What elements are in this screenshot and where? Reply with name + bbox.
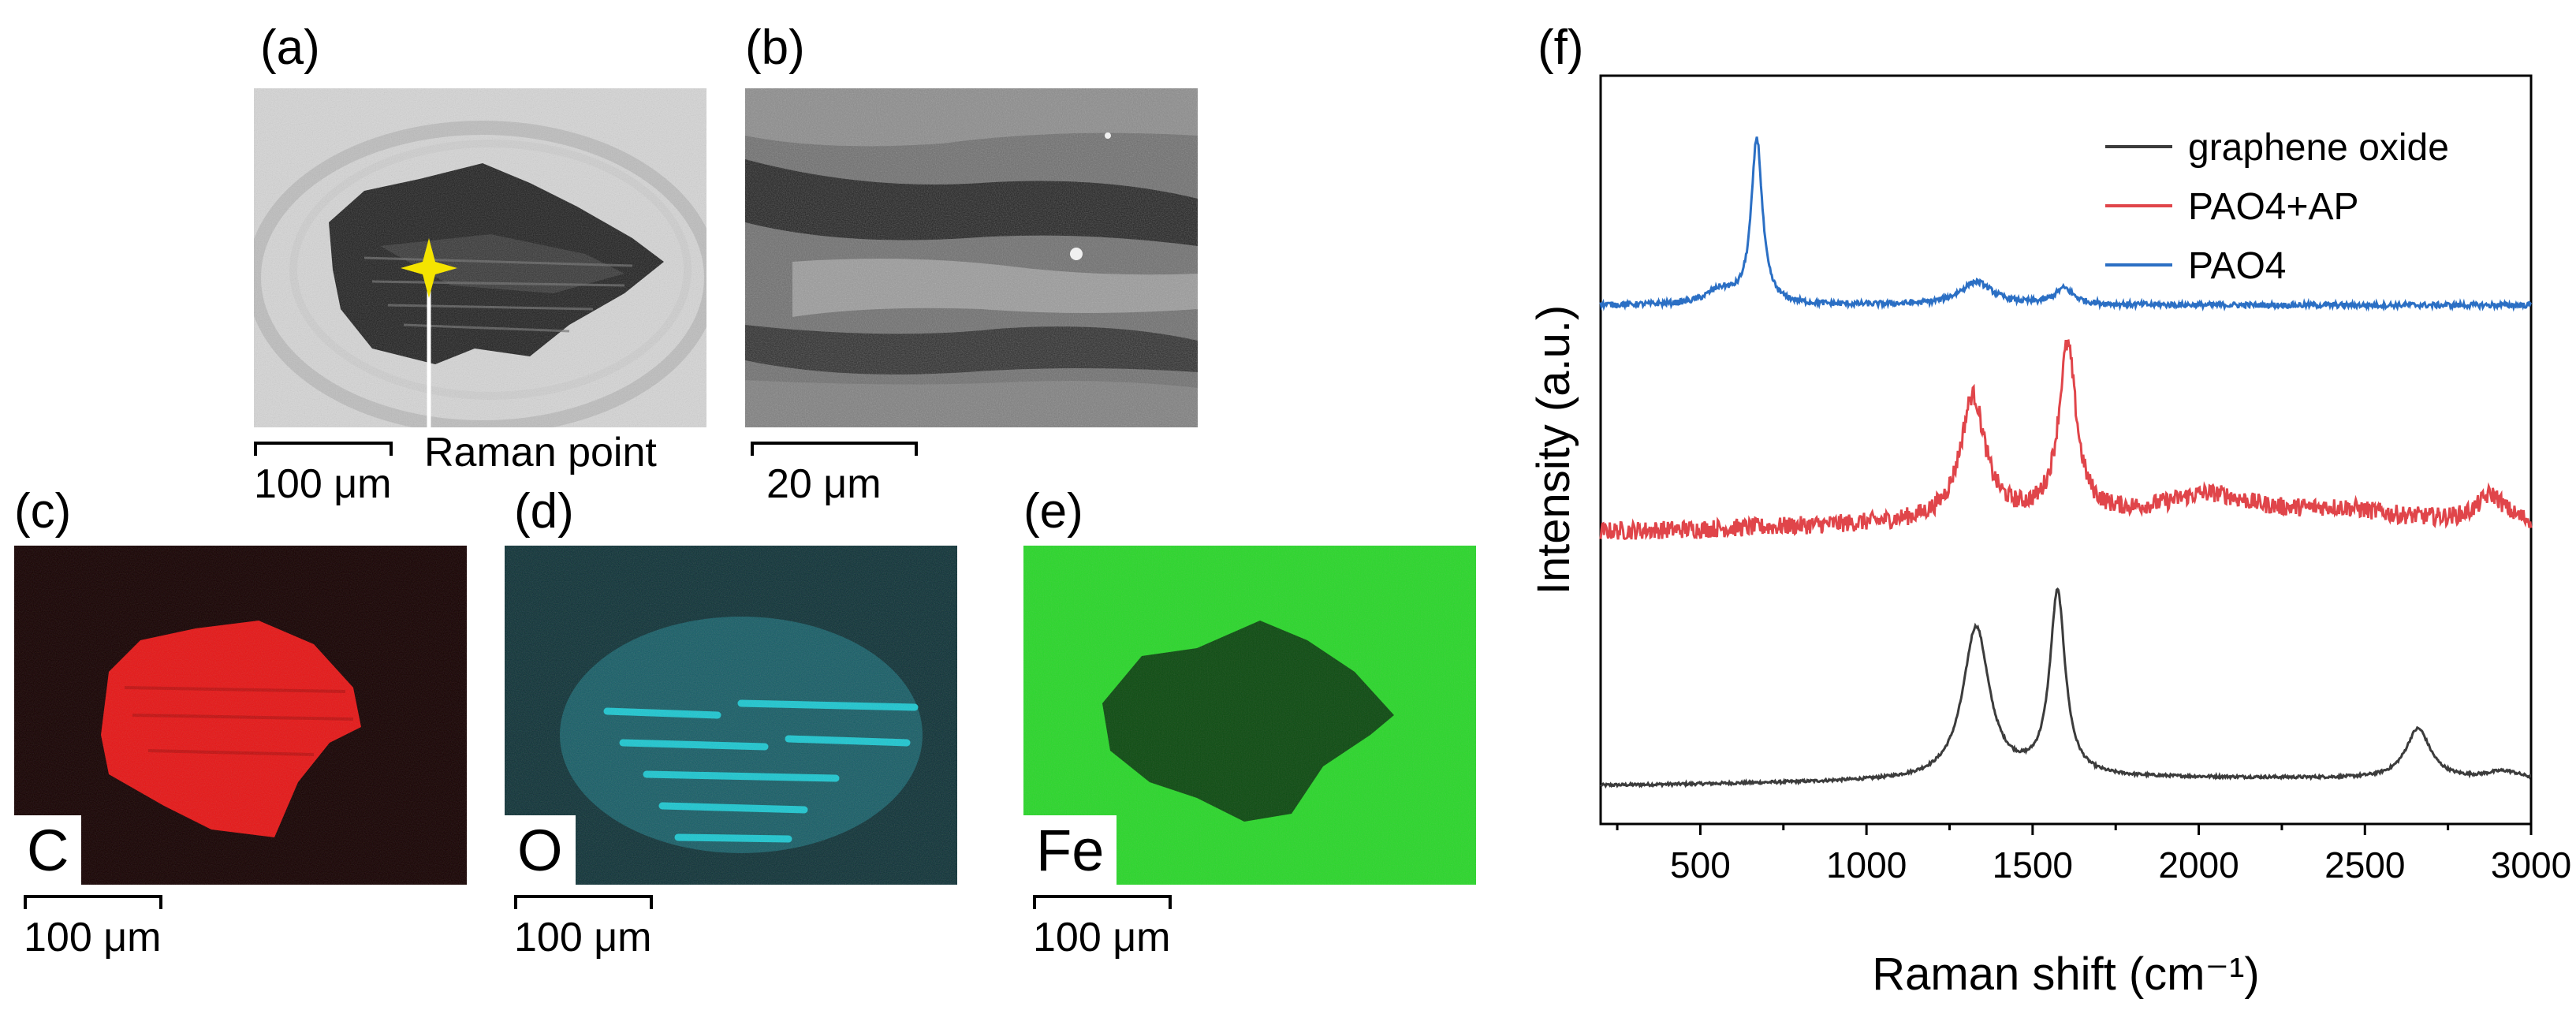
sem-image-b (745, 88, 1198, 427)
legend-label: PAO4+AP (2188, 186, 2359, 228)
panel-f-label: (f) (1538, 21, 1584, 75)
x-tick-label: 500 (1670, 844, 1731, 885)
sem-image-a (254, 88, 706, 427)
series-line-graphene-oxide (1599, 587, 2532, 789)
legend-label: PAO4 (2188, 245, 2287, 287)
panel-a-label: (a) (260, 21, 320, 75)
eds-map-iron: Fe (1023, 546, 1476, 885)
panel-e-scale-label: 100 μm (1033, 915, 1171, 960)
panel-d-label: (d) (514, 484, 574, 539)
element-label-oxygen: O (505, 815, 576, 885)
plot-frame (1599, 74, 2533, 826)
raman-spectrum-chart: 500 1000 1500 2000 2500 3000 Raman shift (cm⁻¹… (1528, 74, 2571, 1000)
x-tick-label: 3000 (2491, 844, 2571, 885)
x-tick-label: 1000 (1826, 844, 1907, 885)
eds-map-carbon-graphic (14, 546, 467, 885)
series-line-pao4-ap (1599, 339, 2533, 541)
legend-label: graphene oxide (2188, 127, 2449, 169)
panel-a-scale-label: 100 μm (254, 461, 392, 507)
panel-e-label: (e) (1023, 484, 1083, 539)
panel-b-label: (b) (745, 21, 805, 75)
panel-c-scale-label: 100 μm (24, 915, 162, 960)
series-line-pao4 (1599, 136, 2533, 312)
panel-d-scale-label: 100 μm (514, 915, 652, 960)
x-tick-label: 1500 (1993, 844, 2073, 885)
y-axis-label: Intensity (a.u.) (1528, 305, 1579, 595)
x-tick-label: 2500 (2324, 844, 2405, 885)
raman-point-marker-icon (401, 238, 457, 298)
eds-map-oxygen: O (505, 546, 957, 885)
panel-c-label: (c) (14, 484, 72, 539)
eds-map-carbon: C (14, 546, 467, 885)
raman-point-annotation: Raman point (424, 430, 657, 475)
element-label-iron: Fe (1023, 815, 1117, 885)
x-tick-label: 2000 (2158, 844, 2239, 885)
element-label-carbon: C (14, 815, 82, 885)
sem-image-b-graphic (745, 88, 1198, 427)
eds-map-oxygen-graphic (505, 546, 957, 885)
panel-b-scale-label: 20 μm (766, 461, 882, 507)
sem-image-a-graphic (254, 88, 706, 427)
x-axis-label: Raman shift (cm⁻¹) (1872, 949, 2259, 1000)
